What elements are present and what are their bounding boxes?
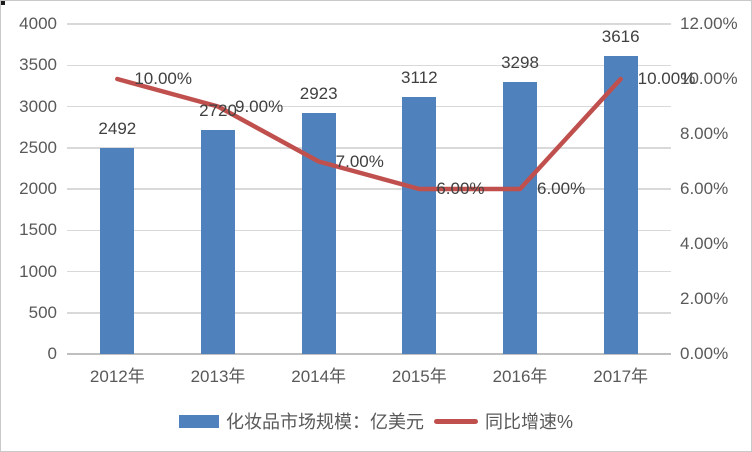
y-axis-left-tick-label: 0 [47,344,57,363]
y-axis-left-tick-label: 500 [28,302,57,322]
gridline [67,23,671,25]
line-point-label: 7.00% [335,151,384,171]
legend-label-bar-series: 化妆品市场规模：亿美元 [225,412,424,432]
bar-value-label: 3298 [501,52,539,72]
corner-mark [1,1,5,5]
bar [201,129,235,354]
bar [402,97,437,354]
line-point-label: 10.00% [134,69,192,88]
bar-value-label: 2720 [199,100,237,120]
x-axis-label: 2015年 [391,367,447,386]
legend-item-bar-series: 化妆品市场规模：亿美元 [178,408,424,434]
y-axis-left-tick-label: 1500 [19,220,57,240]
line-point-label: 10.00% [637,69,696,88]
bar-value-label: 3112 [401,68,438,88]
trend-line [115,76,623,192]
x-axis-label: 2013年 [190,367,246,386]
y-axis-right-tick-label: 6.00% [680,179,729,198]
legend: 化妆品市场规模：亿美元 同比增速% [1,408,751,434]
x-axis-label: 2016年 [492,367,548,386]
gridline [67,270,671,273]
bar-value-label: 2492 [98,119,137,139]
y-axis-left-tick-label: 1000 [19,261,57,281]
line-point-label: 9.00% [235,96,284,116]
gridline [67,312,671,314]
gridline [67,64,671,66]
y-axis-right-tick-label: 4.00% [680,234,729,253]
gridline [67,147,671,149]
y-axis-left-tick-label: 2500 [19,137,57,157]
bar [603,55,638,354]
y-axis-right-tick-label: 12.00% [680,14,738,33]
y-axis-right-tick-label: 0.00% [680,344,729,363]
y-axis-right-tick-label: 10.00% [680,69,738,88]
bar-series-swatch-icon [178,414,219,428]
bar-value-label: 2923 [299,83,338,103]
x-axis-line [67,353,671,355]
y-axis-right-tick-label: 2.00% [680,289,729,308]
legend-item-line-series: 同比增速% [424,408,573,434]
y-axis-left-tick-label: 3500 [19,55,57,75]
y-axis-left-tick-label: 2000 [19,179,57,198]
line-series-swatch-icon [433,418,478,424]
line-point-label: 6.00% [537,179,586,198]
y-axis-right-tick-label: 8.00% [680,124,729,143]
gridline [67,229,671,231]
bar [503,81,537,354]
y-axis-left-tick-label: 4000 [19,14,57,33]
x-axis-label: 2012年 [89,367,145,386]
bar-value-label: 3616 [601,26,640,46]
legend-label-line-series: 同比增速% [484,412,573,432]
bar [100,148,135,354]
y-axis-left-tick-label: 3000 [19,96,57,116]
line-point-label: 6.00% [436,179,485,198]
x-axis-label: 2017年 [593,367,649,386]
bar [301,112,336,354]
gridline [67,105,671,108]
x-axis-label: 2014年 [291,367,347,386]
